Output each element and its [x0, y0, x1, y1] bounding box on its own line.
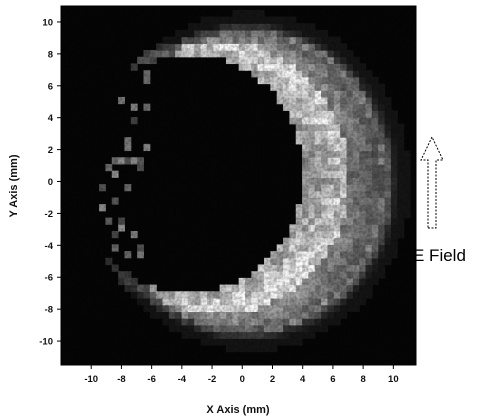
x-tick-label: -10	[84, 374, 98, 385]
x-tick-label: 2	[270, 374, 275, 385]
y-tick-label: 10	[42, 17, 53, 28]
y-axis-ticks: 10 8 6 4 2 0 -2 -4 -6 -8 -10	[39, 17, 61, 348]
y-tick-label: -4	[45, 241, 54, 252]
x-tick-label: 0	[240, 374, 245, 385]
y-tick-label: -10	[39, 337, 53, 348]
x-tick-label: 10	[388, 374, 399, 385]
y-tick-label: -8	[45, 305, 53, 316]
x-tick-label: -6	[147, 374, 155, 385]
x-tick-label: -8	[117, 374, 125, 385]
y-tick-label: 0	[48, 177, 53, 188]
y-tick-label: 8	[48, 49, 53, 60]
e-field-label: E Field	[413, 246, 466, 265]
y-tick-label: -2	[45, 209, 53, 220]
x-tick-label: 4	[300, 374, 306, 385]
y-tick-label: 6	[48, 81, 53, 92]
x-tick-label: 8	[360, 374, 365, 385]
speckle-overlay	[61, 6, 416, 365]
e-field-arrow-icon	[420, 135, 444, 229]
y-tick-label: 4	[48, 113, 54, 124]
plot-frame	[60, 5, 417, 366]
x-axis-ticks: -10 -8 -6 -4 -2 0 2 4 6 8 10	[84, 365, 399, 385]
x-tick-label: -2	[208, 374, 216, 385]
x-tick-label: -4	[178, 374, 187, 385]
y-tick-label: 2	[48, 145, 53, 156]
x-axis-label: X Axis (mm)	[206, 404, 270, 416]
x-tick-label: 6	[330, 374, 335, 385]
heatmap-speckle	[61, 6, 416, 365]
y-axis-label: Y Axis (mm)	[8, 154, 20, 217]
y-tick-label: -6	[45, 273, 53, 284]
